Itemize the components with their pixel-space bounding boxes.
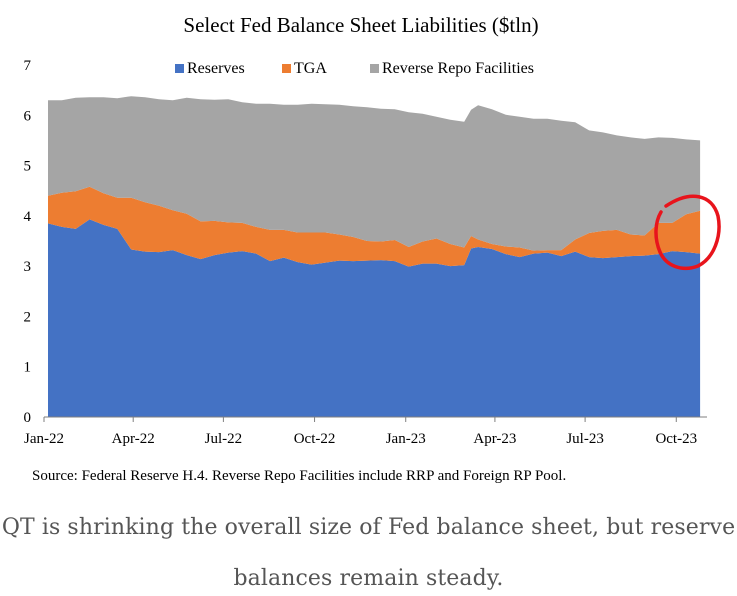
x-tick-label: Jan-23 [386, 431, 426, 447]
legend-label: TGA [294, 60, 327, 77]
y-axis: 0 1 2 3 4 5 6 7 [24, 58, 32, 426]
y-tick-label: 4 [24, 209, 32, 225]
y-tick-label: 5 [24, 159, 32, 175]
x-tick-label: Jan-22 [24, 431, 64, 447]
area-reserves [48, 219, 701, 417]
area-tga [48, 186, 701, 267]
legend-label: Reverse Repo Facilities [382, 60, 534, 77]
legend-item: Reserves [175, 60, 245, 77]
legend-swatch [282, 64, 291, 73]
x-axis: Jan-22 Apr-22 Jul-22 Oct-22 Jan-23 Apr-23 Jul-… [24, 416, 707, 447]
caption-line-2: balances remain steady. [233, 566, 504, 591]
chart-legend: Reserves TGA Reverse Repo Facilities [175, 60, 534, 77]
x-tick-label: Jul-23 [566, 431, 604, 447]
y-tick-label: 1 [24, 360, 32, 376]
legend-item: TGA [282, 60, 327, 77]
y-tick-label: 0 [24, 410, 32, 426]
y-tick-label: 2 [24, 309, 32, 325]
x-tick-label: Apr-22 [112, 431, 155, 447]
legend-swatch [175, 64, 184, 73]
x-tick-label: Oct-22 [294, 431, 336, 447]
source-note: Source: Federal Reserve H.4. Reverse Rep… [32, 468, 566, 484]
legend-swatch [370, 64, 379, 73]
chart: Select Fed Balance Sheet Liabilities ($t… [24, 13, 721, 484]
caption-line-1: QT is shrinking the overall size of Fed … [1, 515, 736, 540]
chart-title: Select Fed Balance Sheet Liabilities ($t… [183, 13, 538, 37]
x-tick-label: Apr-23 [473, 431, 516, 447]
y-tick-label: 6 [24, 108, 32, 124]
x-tick-label: Oct-23 [655, 431, 697, 447]
area-reverse-repo-facilities [48, 96, 701, 251]
legend-label: Reserves [187, 60, 245, 77]
x-tick-label: Jul-22 [205, 431, 243, 447]
y-tick-label: 3 [24, 259, 32, 275]
highlight-circle-annotation [654, 194, 721, 271]
y-tick-label: 7 [24, 58, 32, 74]
chart-areas [48, 96, 701, 417]
legend-item: Reverse Repo Facilities [370, 60, 534, 77]
